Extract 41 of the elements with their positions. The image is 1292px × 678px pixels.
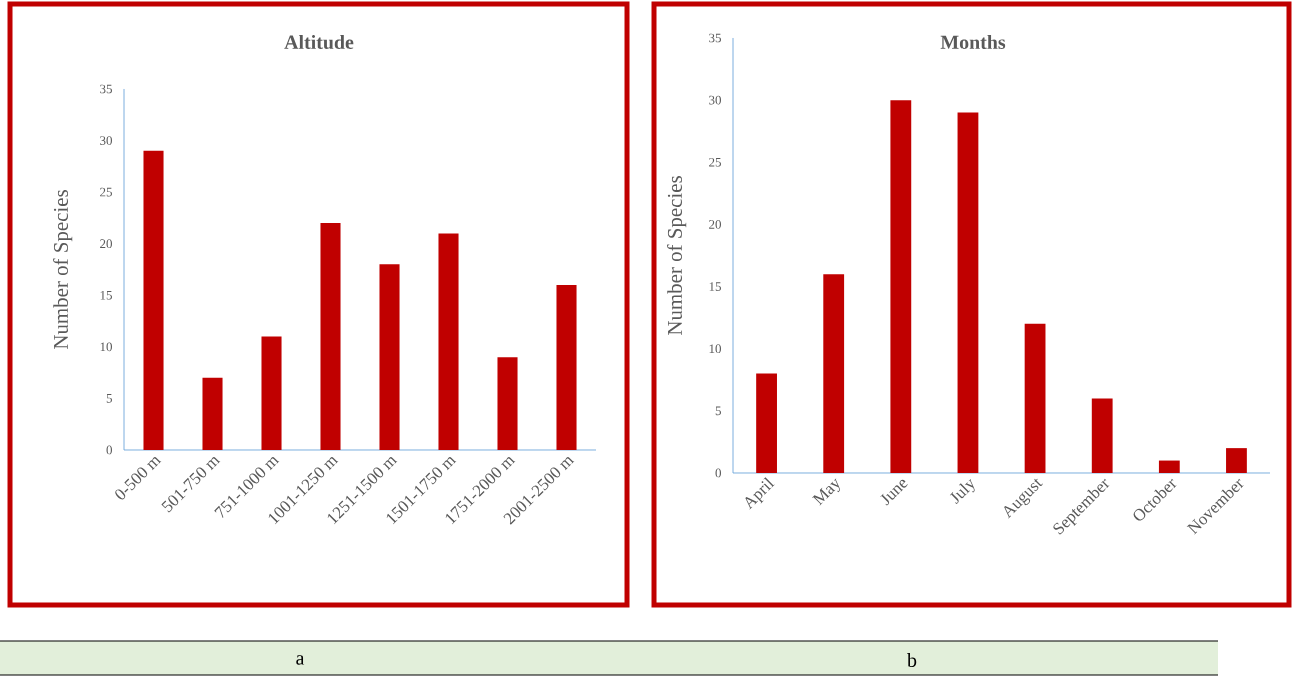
chart-title: Altitude xyxy=(284,34,354,50)
bar xyxy=(890,100,912,473)
bar xyxy=(379,264,400,450)
y-tick-label: 15 xyxy=(100,290,112,300)
bar xyxy=(1091,398,1113,473)
bar xyxy=(823,274,845,473)
y-tick-label: 10 xyxy=(100,342,112,352)
bar xyxy=(556,284,577,450)
bar xyxy=(1158,460,1180,473)
bar xyxy=(957,112,979,473)
y-tick-label: 20 xyxy=(709,220,721,229)
bar xyxy=(1226,448,1247,473)
y-tick-label: 0 xyxy=(715,468,721,478)
bar xyxy=(438,233,459,450)
y-tick-label: 25 xyxy=(709,157,721,167)
y-tick-label: 30 xyxy=(709,95,721,105)
bar xyxy=(756,373,777,473)
y-tick-label: 25 xyxy=(100,187,112,197)
bar xyxy=(202,377,223,450)
x-tick-label: June xyxy=(880,479,908,506)
y-axis-title: Number of Species xyxy=(53,190,73,350)
chart-title: Months xyxy=(940,34,1006,49)
bar xyxy=(1024,323,1046,473)
bar xyxy=(143,150,164,450)
text: b xyxy=(907,652,917,667)
y-tick-label: 10 xyxy=(709,344,721,354)
y-tick-label: 30 xyxy=(100,136,112,145)
x-tick-label: May xyxy=(812,478,840,506)
bar xyxy=(320,223,341,450)
bar xyxy=(261,336,282,450)
x-tick-label: July xyxy=(949,478,975,505)
y-tick-label: 15 xyxy=(709,282,721,291)
y-tick-label: 35 xyxy=(709,33,721,43)
y-tick-label: 5 xyxy=(106,394,112,403)
y-tick-label: 0 xyxy=(106,445,112,455)
y-tick-label: 35 xyxy=(100,84,112,94)
bar xyxy=(497,357,518,450)
y-tick-label: 20 xyxy=(100,239,112,249)
y-tick-label: 5 xyxy=(715,406,721,416)
text: a xyxy=(296,655,305,665)
y-axis-title: Number of Species xyxy=(667,176,687,336)
